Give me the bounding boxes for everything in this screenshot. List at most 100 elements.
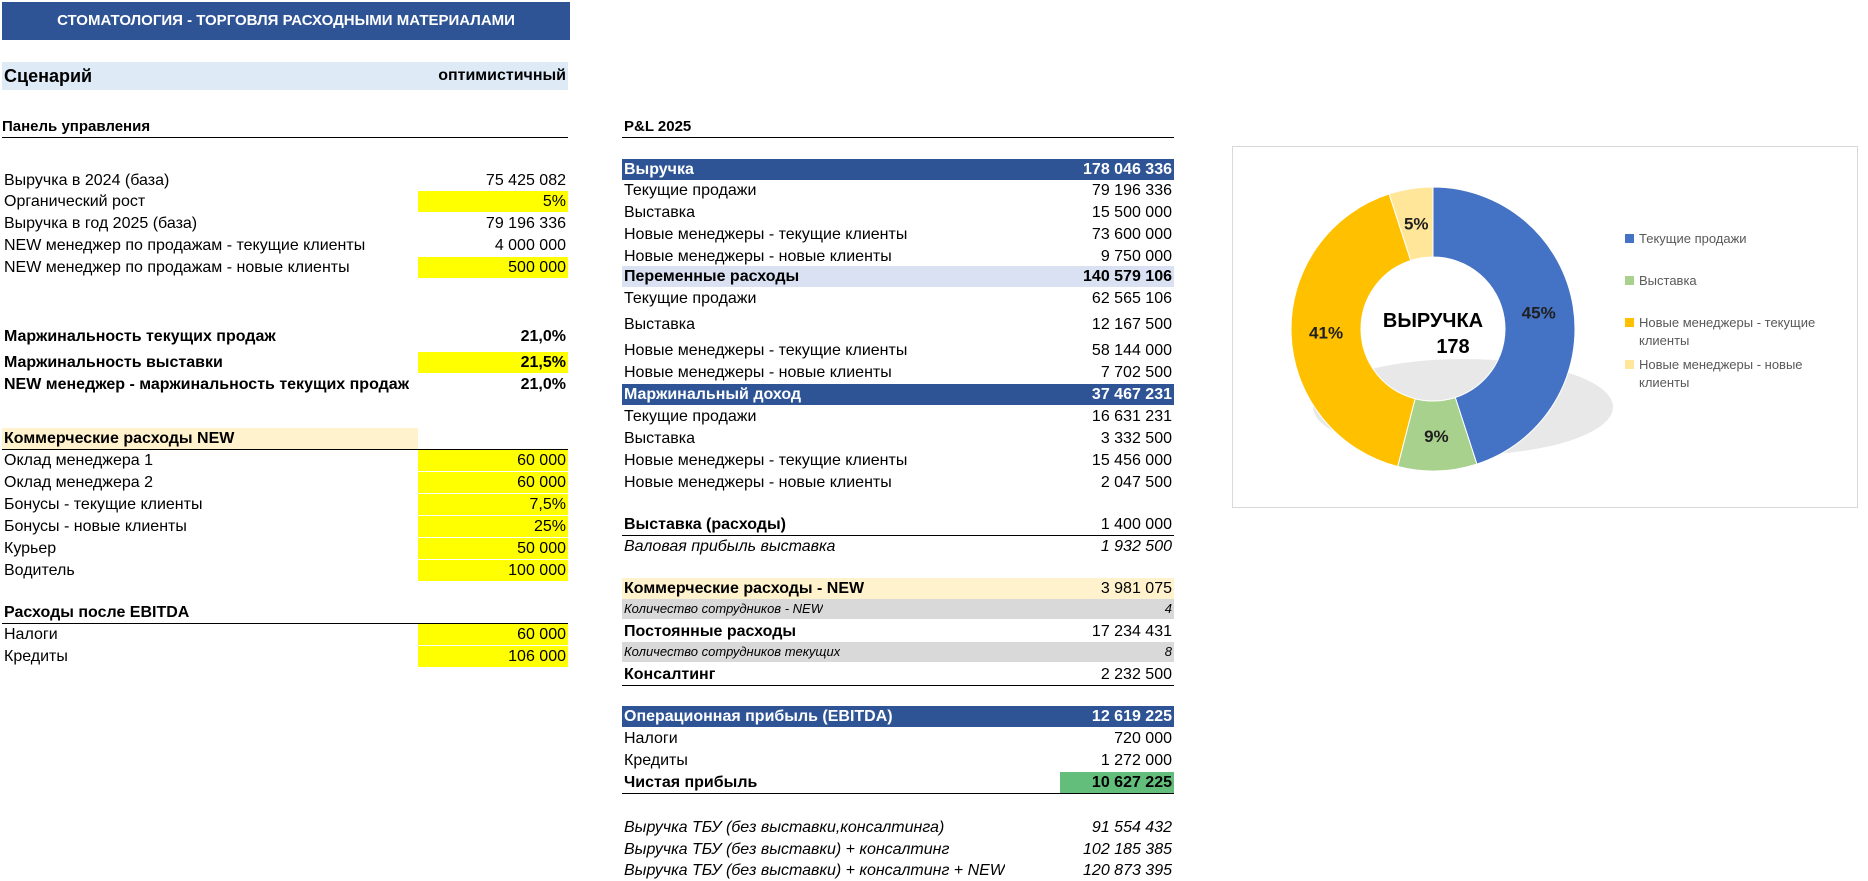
commercial-row-value[interactable]: 60 000 xyxy=(418,472,568,493)
commercial-row: Водитель 100 000 xyxy=(2,560,568,581)
pl-margin: Маржинальный доход 37 467 231 xyxy=(622,384,1174,405)
pl-ebitda-label: Операционная прибыль (EBITDA) xyxy=(624,708,893,725)
pl-margin-row-value: 2 047 500 xyxy=(1100,474,1172,491)
commercial-row-value[interactable]: 7,5% xyxy=(418,494,568,515)
pl-variable-row-label: Выставка xyxy=(624,316,695,333)
margin-row-label: NEW менеджер - маржинальность текущих пр… xyxy=(4,376,410,393)
page-title: СТОМАТОЛОГИЯ - ТОРГОВЛЯ РАСХОДНЫМИ МАТЕР… xyxy=(2,2,570,40)
pl-variable-row: Новые менеджеры - текущие клиенты 58 144 … xyxy=(622,340,1174,361)
pl-revenue-label: Выручка xyxy=(624,161,694,178)
pl-variable-row-label: Новые менеджеры - текущие клиенты xyxy=(624,342,908,359)
pl-margin-row: Новые менеджеры - текущие клиенты 15 456 … xyxy=(622,450,1174,471)
pl-margin-row-value: 3 332 500 xyxy=(1100,430,1172,447)
pl-margin-row: Текущие продажи 16 631 231 xyxy=(622,406,1174,427)
pl-ebitda-value: 12 619 225 xyxy=(1091,708,1172,725)
legend-entry: Новые менеджеры - текущие клиенты xyxy=(1639,315,1815,348)
margin-row: NEW менеджер - маржинальность текущих пр… xyxy=(2,374,568,395)
after-ebitda-row-value[interactable]: 106 000 xyxy=(418,646,568,667)
pl-revenue-row-value: 9 750 000 xyxy=(1100,248,1172,265)
donut-slice[interactable] xyxy=(1290,193,1416,468)
control-row: Выручка в год 2025 (база) 79 196 336 xyxy=(2,213,568,234)
legend-swatch xyxy=(1625,318,1634,327)
pl-revenue-row: Текущие продажи 79 196 336 xyxy=(622,180,1174,201)
pl-variable-row-value: 12 167 500 xyxy=(1091,316,1172,333)
control-row-label: Выручка в 2024 (база) xyxy=(4,172,170,189)
donut-center-value: 178 xyxy=(1436,336,1469,358)
control-row-value[interactable]: 5% xyxy=(418,191,568,212)
control-panel-heading-text: Панель управления xyxy=(2,118,151,135)
ghost-column xyxy=(1178,85,1218,875)
pl-expo-gross-label: Валовая прибыль выставка xyxy=(624,538,836,555)
pl-fixed-value: 17 234 431 xyxy=(1091,623,1172,640)
donut-slice[interactable] xyxy=(1432,186,1576,465)
pl-tbu-row: Выручка ТБУ (без выставки) + консалтинг 1… xyxy=(622,839,1174,860)
pl-expo-costs: Выставка (расходы) 1 400 000 xyxy=(622,514,1174,536)
legend-entry: Выставка xyxy=(1639,273,1697,288)
after-ebitda-heading-text: Расходы после EBITDA xyxy=(4,604,190,621)
pl-fixed-label: Постоянные расходы xyxy=(624,623,797,640)
pl-heading-text: P&L 2025 xyxy=(624,118,692,135)
after-ebitda-row-value[interactable]: 60 000 xyxy=(418,624,568,645)
commercial-row-label: Бонусы - новые клиенты xyxy=(4,518,187,535)
pl-net: Чистая прибыль 10 627 225 xyxy=(622,772,1174,794)
control-row-value[interactable]: 500 000 xyxy=(418,257,568,278)
donut-center-label: ВЫРУЧКА xyxy=(1383,310,1483,332)
pl-variable-label: Переменные расходы xyxy=(624,268,800,285)
pl-margin-row-label: Текущие продажи xyxy=(624,408,757,425)
scenario-label: Сценарий xyxy=(4,66,93,86)
legend-swatch xyxy=(1625,360,1634,369)
pl-margin-value: 37 467 231 xyxy=(1091,386,1172,403)
pl-credits: Кредиты 1 272 000 xyxy=(622,750,1174,771)
pl-revenue-row: Новые менеджеры - текущие клиенты 73 600 … xyxy=(622,224,1174,245)
slice-data-label: 45% xyxy=(1522,303,1556,322)
legend-swatch xyxy=(1625,234,1634,243)
commercial-row-value[interactable]: 50 000 xyxy=(418,538,568,559)
commercial-row-label: Бонусы - текущие клиенты xyxy=(4,496,203,513)
legend-swatch xyxy=(1625,276,1634,285)
pl-variable-row-value: 7 702 500 xyxy=(1100,364,1172,381)
pl-margin-row-value: 15 456 000 xyxy=(1091,452,1172,469)
margin-row-value[interactable]: 21,5% xyxy=(418,352,568,373)
revenue-chart[interactable]: 45% 9% 41% 5% ВЫРУЧКА 178 Текущие продажи Выста… xyxy=(1232,146,1858,508)
slice-data-label: 9% xyxy=(1424,427,1449,446)
pl-revenue-row-value: 79 196 336 xyxy=(1091,182,1172,199)
slice-data-label: 41% xyxy=(1309,323,1343,342)
pl-tbu-row-label: Выручка ТБУ (без выставки) + консалтинг xyxy=(624,841,950,858)
pl-revenue-row: Выставка 15 500 000 xyxy=(622,202,1174,223)
control-row-value: 75 425 082 xyxy=(485,172,566,189)
margin-row-value: 21,0% xyxy=(520,376,566,393)
pl-tbu-row-value: 102 185 385 xyxy=(1083,841,1172,858)
commercial-row-value[interactable]: 60 000 xyxy=(418,450,568,471)
pl-revenue: Выручка 178 046 336 xyxy=(622,159,1174,180)
commercial-row: Бонусы - новые клиенты 25% xyxy=(2,516,568,537)
pl-tbu-row-value: 120 873 395 xyxy=(1083,862,1172,879)
pl-net-label: Чистая прибыль xyxy=(624,774,758,791)
commercial-row: Оклад менеджера 2 60 000 xyxy=(2,472,568,493)
pl-variable-row: Выставка 12 167 500 xyxy=(622,314,1174,335)
pl-expo-costs-value: 1 400 000 xyxy=(1100,516,1172,533)
margin-row: Маржинальность текущих продаж 21,0% xyxy=(2,326,568,347)
pl-heading: P&L 2025 xyxy=(622,116,1174,138)
pl-margin-row-label: Новые менеджеры - текущие клиенты xyxy=(624,452,908,469)
pl-staff-new-label: Количество сотрудников - NEW xyxy=(624,601,823,616)
commercial-row-value[interactable]: 100 000 xyxy=(418,560,568,581)
margin-row-label: Маржинальность выставки xyxy=(4,354,223,371)
donut-slice[interactable] xyxy=(1388,186,1434,262)
commercial-heading: Коммерческие расходы NEW xyxy=(2,428,568,450)
pl-taxes: Налоги 720 000 xyxy=(622,728,1174,749)
control-row-label: NEW менеджер по продажам - новые клиенты xyxy=(4,259,350,276)
pl-margin-row-value: 16 631 231 xyxy=(1091,408,1172,425)
pl-variable: Переменные расходы 140 579 106 xyxy=(622,266,1174,287)
pl-variable-row-value: 62 565 106 xyxy=(1091,290,1172,307)
scenario-select[interactable]: оптимистичный xyxy=(438,67,566,84)
commercial-row-label: Водитель xyxy=(4,562,75,579)
pl-revenue-row-label: Выставка xyxy=(624,204,695,221)
commercial-row-value[interactable]: 25% xyxy=(418,516,568,537)
control-row-value: 4 000 000 xyxy=(494,237,566,254)
pl-taxes-value: 720 000 xyxy=(1114,730,1172,747)
pl-consulting-value: 2 232 500 xyxy=(1100,666,1172,683)
pl-revenue-row-label: Новые менеджеры - текущие клиенты xyxy=(624,226,908,243)
pl-margin-row-label: Выставка xyxy=(624,430,695,447)
pl-commercial-value: 3 981 075 xyxy=(1100,580,1172,597)
pl-fixed: Постоянные расходы 17 234 431 xyxy=(622,621,1174,642)
